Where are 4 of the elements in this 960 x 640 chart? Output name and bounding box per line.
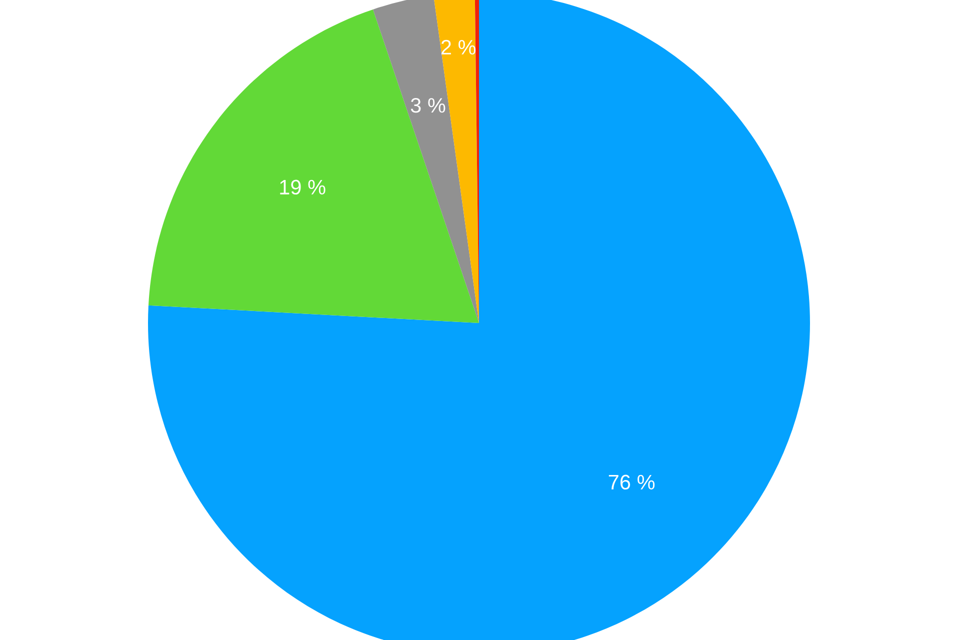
- data-label: 76 %: [608, 474, 655, 490]
- data-label: 3 %: [410, 98, 446, 113]
- data-label: 2 %: [441, 40, 476, 55]
- data-label: 19 %: [280, 180, 326, 195]
